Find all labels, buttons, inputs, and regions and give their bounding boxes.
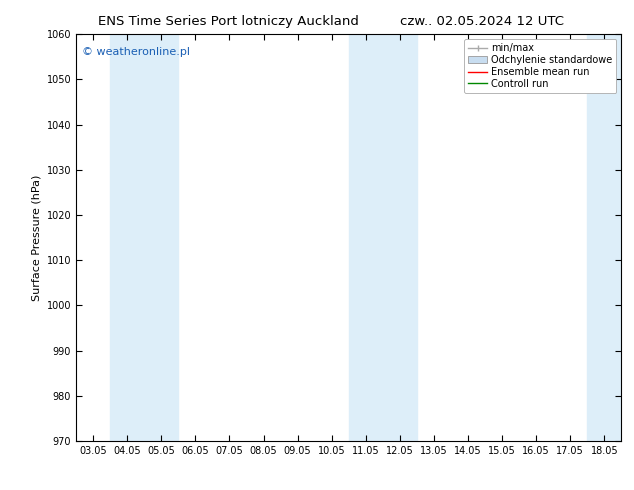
Legend: min/max, Odchylenie standardowe, Ensemble mean run, Controll run: min/max, Odchylenie standardowe, Ensembl… — [464, 39, 616, 93]
Bar — [110, 34, 178, 441]
Bar — [349, 34, 417, 441]
Text: © weatheronline.pl: © weatheronline.pl — [82, 47, 190, 56]
Y-axis label: Surface Pressure (hPa): Surface Pressure (hPa) — [31, 174, 41, 301]
Text: czw.. 02.05.2024 12 UTC: czw.. 02.05.2024 12 UTC — [400, 15, 564, 28]
Text: ENS Time Series Port lotniczy Auckland: ENS Time Series Port lotniczy Auckland — [98, 15, 359, 28]
Bar — [587, 34, 621, 441]
